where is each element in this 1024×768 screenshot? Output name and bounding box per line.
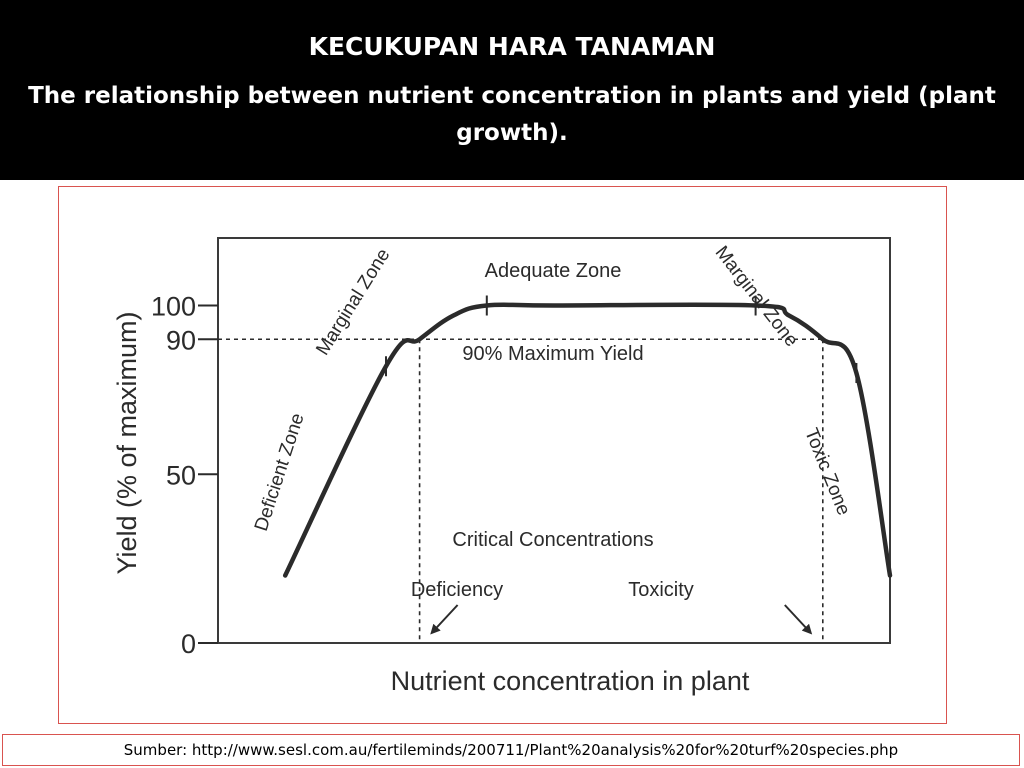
zone-label-toxic: Toxic Zone — [800, 425, 854, 518]
guide-layer — [218, 338, 824, 643]
x-axis-label: Nutrient concentration in plant — [391, 666, 750, 696]
yield-curve — [282, 302, 893, 578]
y-tick-label: 50 — [166, 460, 196, 490]
slide-subtitle: The relationship between nutrient concen… — [28, 83, 996, 146]
toxicity-arrow — [784, 604, 813, 635]
zone-label-marginal-right: Marginal Zone — [711, 242, 802, 351]
plot-frame — [217, 237, 891, 644]
threshold-label: 90% Maximum Yield — [462, 343, 643, 365]
label-layer: Yield (% of maximum) Nutrient concentrat… — [112, 242, 854, 696]
toxicity-label: Toxicity — [628, 579, 694, 601]
zone-label-marginal-left: Marginal Zone — [312, 245, 394, 359]
zone-label-adequate: Adequate Zone — [485, 260, 622, 282]
y-tick-label: 0 — [181, 629, 196, 659]
y-tick-label: 100 — [151, 292, 196, 322]
y-tick-label: 90 — [166, 325, 196, 355]
y-axis-label: Yield (% of maximum) — [112, 311, 142, 574]
deficiency-arrow — [430, 604, 459, 635]
slide-header: KECUKUPAN HARA TANAMAN The relationship … — [0, 0, 1024, 180]
slide-title: KECUKUPAN HARA TANAMAN — [308, 32, 716, 61]
deficiency-label: Deficiency — [411, 579, 503, 601]
source-citation: Sumber: http://www.sesl.com.au/fertilemi… — [2, 734, 1020, 766]
curve-layer — [282, 295, 893, 578]
figure-frame — [58, 186, 947, 724]
critical-concentrations-label: Critical Concentrations — [452, 529, 653, 551]
zone-label-deficient: Deficient Zone — [251, 411, 309, 534]
